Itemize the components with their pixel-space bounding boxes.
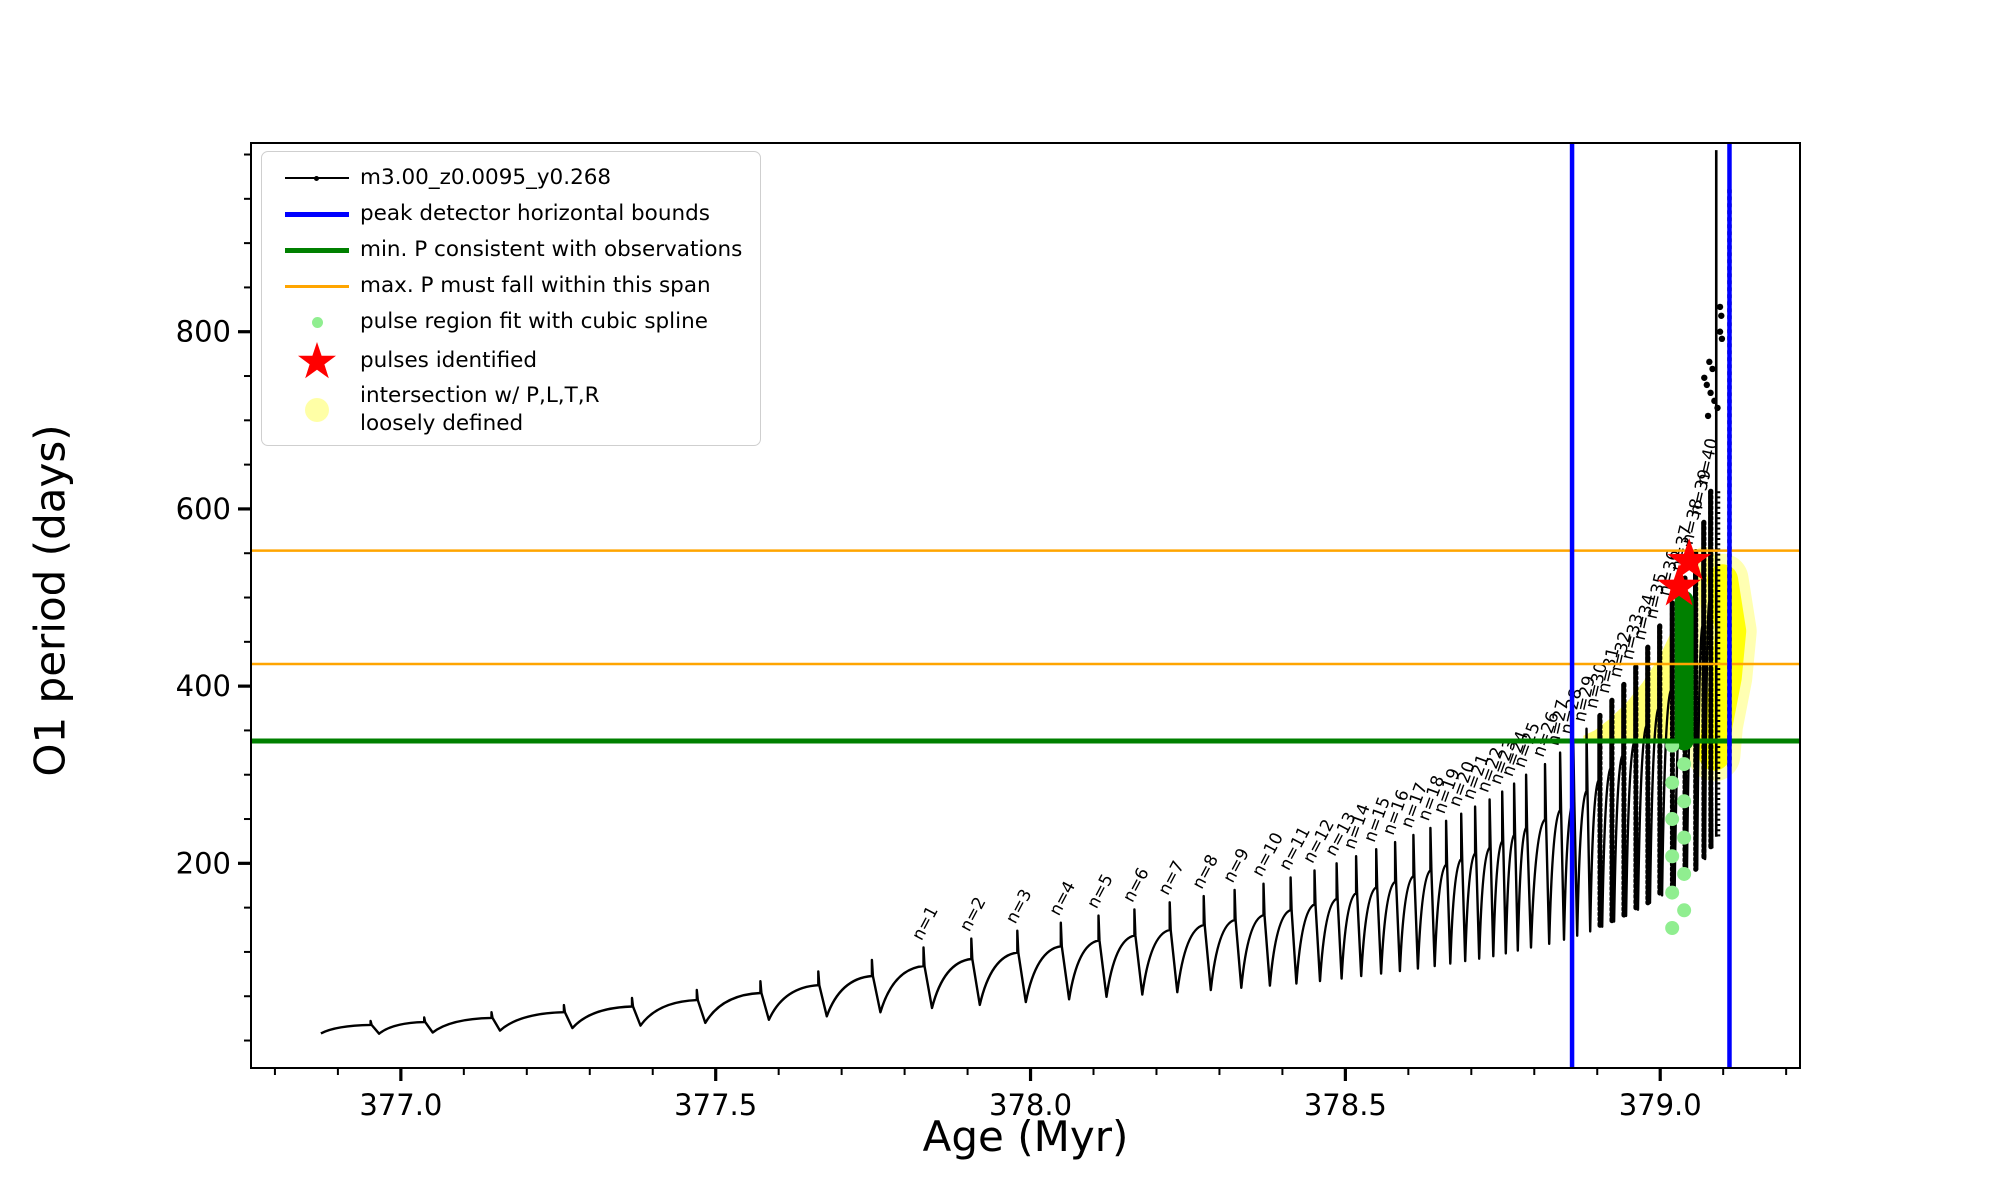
y-tick-label: 600 xyxy=(176,492,231,526)
pulse-identified-star xyxy=(1657,563,1701,606)
ticks xyxy=(238,153,1788,1081)
track-dot xyxy=(1703,381,1711,389)
legend-item-3: max. P must fall within this span xyxy=(274,268,742,304)
n-label: n=1 xyxy=(908,903,942,944)
n-label: n=2 xyxy=(956,894,990,935)
track-dot xyxy=(1704,412,1712,420)
legend-item-6: intersection w/ P,L,T,R loosely defined xyxy=(274,382,742,437)
track-dot xyxy=(1707,389,1714,397)
star-icon xyxy=(274,340,360,382)
legend-label-6: intersection w/ P,L,T,R loosely defined xyxy=(360,383,600,436)
legend-item-0: m3.00_z0.0095_y0.268 xyxy=(274,160,742,196)
spline-fit-dot xyxy=(1677,757,1692,772)
track-dot xyxy=(1718,312,1725,319)
legend-item-4: pulse region fit with cubic spline xyxy=(274,304,742,340)
pulse-identified-star xyxy=(1667,538,1712,580)
thin-line-icon xyxy=(274,284,360,288)
n-label: n=40 xyxy=(1693,436,1723,486)
small-dot-icon xyxy=(274,316,360,328)
intersection-wedge xyxy=(1583,625,1675,741)
track-dot xyxy=(1714,404,1721,412)
spline-fit-dot xyxy=(1665,921,1680,936)
x-axis-label: Age (Myr) xyxy=(922,1112,1129,1161)
legend-label-5: pulses identified xyxy=(360,348,538,374)
y-tick-label: 800 xyxy=(176,315,231,349)
legend-label-4: pulse region fit with cubic spline xyxy=(360,309,708,335)
legend-item-1: peak detector horizontal bounds xyxy=(274,196,742,232)
thick-line-icon xyxy=(274,247,360,253)
black-line-dot-icon xyxy=(274,175,360,181)
track-dot xyxy=(1701,374,1708,381)
legend-label-0: m3.00_z0.0095_y0.268 xyxy=(360,165,612,191)
track-dot xyxy=(1706,358,1713,366)
n-label: n=8 xyxy=(1188,851,1222,892)
n-label: n=3 xyxy=(1002,886,1036,927)
spline-fit-dot xyxy=(1665,849,1680,864)
n-label: n=9 xyxy=(1219,845,1253,886)
legend-label-2: min. P consistent with observations xyxy=(360,237,743,263)
thick-line-icon xyxy=(274,211,360,217)
x-tick-label: 377.5 xyxy=(674,1088,757,1122)
y-tick-label: 400 xyxy=(176,669,231,703)
legend-label-3: max. P must fall within this span xyxy=(360,273,711,299)
x-tick-label: 378.0 xyxy=(989,1088,1072,1122)
axes-spines xyxy=(250,142,1801,1069)
big-pale-dot-icon xyxy=(274,397,360,422)
legend-label-1: peak detector horizontal bounds xyxy=(360,201,710,227)
n-label: n=6 xyxy=(1119,865,1153,906)
spline-fit-dot xyxy=(1677,794,1692,809)
spline-fit-dot xyxy=(1677,830,1692,845)
x-tick-label: 378.5 xyxy=(1304,1088,1387,1122)
y-tick-label: 200 xyxy=(176,846,231,880)
x-tick-label: 379.0 xyxy=(1619,1088,1702,1122)
spline-fit-dot xyxy=(1677,903,1692,918)
n-label: n=5 xyxy=(1083,871,1117,912)
track-dot xyxy=(1716,328,1724,335)
spline-fit-dot xyxy=(1665,812,1680,827)
track-dot xyxy=(1711,397,1718,405)
track-dot xyxy=(1709,365,1716,373)
n-label: n=4 xyxy=(1046,878,1080,919)
spline-fit-dot xyxy=(1677,866,1692,881)
x-tick-label: 377.0 xyxy=(359,1088,442,1122)
track-dot xyxy=(1716,303,1724,311)
legend-item-5: pulses identified xyxy=(274,340,742,382)
track-dot xyxy=(1718,335,1726,343)
y-axis-label: O1 period (days) xyxy=(25,424,75,777)
legend-item-2: min. P consistent with observations xyxy=(274,232,742,268)
spline-fit-dot xyxy=(1665,885,1680,900)
n-label: n=7 xyxy=(1154,858,1188,899)
spline-fit-dot xyxy=(1665,775,1680,790)
